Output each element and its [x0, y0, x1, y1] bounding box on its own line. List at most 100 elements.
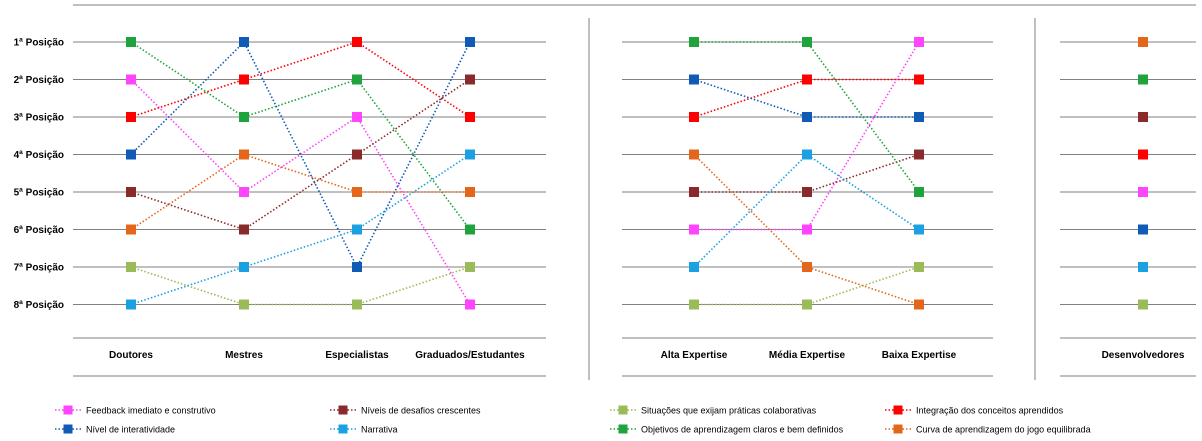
gridlines-panel-3 [1060, 41, 1196, 305]
series-integracao-dos-conceitos-aprendidos [689, 74, 924, 122]
data-point [239, 224, 249, 235]
x-tick-label-especialistas: Especialistas [325, 350, 389, 361]
series-line [130, 153, 470, 231]
data-point [465, 112, 475, 122]
series-line [693, 153, 920, 306]
data-point [352, 112, 362, 122]
series-nivel-de-interatividade [689, 74, 924, 122]
data-point [1138, 187, 1148, 197]
series-situacoes-que-exijam-praticas-colaborativas [689, 262, 924, 310]
legend-item-integracao-dos-conceitos-aprendidos: Integração dos conceitos aprendidos [885, 405, 1064, 416]
y-tick-labels: 1ª Posição 2ª Posição 3ª Posição 4ª Posição… [14, 38, 64, 312]
legend-marker [63, 405, 73, 415]
data-point [126, 74, 136, 85]
legend-marker [618, 424, 628, 434]
data-point [239, 149, 249, 160]
data-point [1138, 74, 1148, 85]
y-tick-label-6: 6ª Posição [14, 225, 64, 236]
series-niveis-de-desafios-crescentes [126, 74, 475, 235]
data-point [352, 224, 362, 235]
data-point [914, 112, 924, 122]
data-point [802, 224, 812, 235]
data-point [465, 74, 475, 85]
legend-label: Nível de interatividade [86, 425, 175, 435]
data-point [1138, 37, 1148, 47]
legend-label: Narrativa [361, 425, 398, 435]
data-point [802, 299, 812, 310]
legend-label: Curva de aprendizagem do jogo equilibrad… [916, 425, 1091, 435]
data-point [689, 187, 699, 197]
legend-marker [338, 424, 348, 434]
legend-item-niveis-de-desafios-crescentes: Níveis de desafios crescentes [330, 405, 481, 416]
data-point [689, 262, 699, 272]
data-point [1138, 112, 1148, 122]
legend-marker [893, 424, 903, 434]
series-situacoes-que-exijam-praticas-colaborativas [1138, 299, 1148, 310]
legend-marker [618, 405, 628, 415]
x-tick-label-alta-expertise: Alta Expertise [661, 350, 728, 361]
data-point [689, 37, 699, 47]
data-point [1138, 262, 1148, 272]
data-point [465, 299, 475, 310]
data-point [465, 262, 475, 272]
series-feedback-imediato-e-construtivo [689, 37, 924, 235]
y-tick-label-3: 3ª Posição [14, 113, 64, 124]
data-point [802, 74, 812, 85]
data-point [126, 112, 136, 122]
data-point [465, 187, 475, 197]
data-point [689, 149, 699, 160]
data-point [802, 262, 812, 272]
data-point [914, 74, 924, 85]
series-line [694, 266, 920, 306]
data-point [239, 299, 249, 310]
x-tick-label-baixa-expertise: Baixa Expertise [882, 350, 957, 361]
series-narrativa [126, 149, 475, 310]
data-point [239, 112, 249, 122]
legend-label: Objetivos de aprendizagem claros e bem d… [641, 425, 844, 435]
series-curva-de-aprendizagem-do-jogo-equilibrada [689, 149, 924, 310]
series-curva-de-aprendizagem-do-jogo-equilibrada [1138, 37, 1148, 47]
series-nivel-de-interatividade [126, 37, 475, 272]
series-feedback-imediato-e-construtivo [126, 74, 475, 310]
panel-1: Doutores Mestres Especialistas Graduados/Es… [109, 37, 525, 361]
data-point [689, 74, 699, 85]
data-point [239, 187, 249, 197]
legend-item-nivel-de-interatividade: Nível de interatividade [55, 424, 175, 435]
series-narrativa [689, 149, 924, 272]
legend: Feedback imediato e construtivo Níveis de… [55, 405, 1091, 435]
data-point [802, 37, 812, 47]
data-point [802, 187, 812, 197]
x-tick-label-media-expertise: Média Expertise [769, 350, 846, 361]
data-point [689, 224, 699, 235]
series-line [130, 41, 471, 230]
panel-3: Desenvolvedores [1102, 37, 1185, 361]
data-point [1138, 224, 1148, 235]
data-point [465, 149, 475, 160]
data-point [239, 37, 249, 47]
y-tick-label-8: 8ª Posição [14, 300, 64, 311]
data-point [352, 149, 362, 160]
legend-item-feedback-imediato-e-construtivo: Feedback imediato e construtivo [55, 405, 216, 416]
data-point [352, 299, 362, 310]
data-point [914, 299, 924, 310]
data-point [352, 262, 362, 272]
series-objetivos-de-aprendizagem-claros-e-bem-definidos [126, 37, 475, 235]
legend-label: Situações que exijam práticas colaborati… [641, 406, 817, 416]
data-point [1138, 149, 1148, 160]
legend-item-narrativa: Narrativa [330, 424, 398, 435]
legend-marker [338, 405, 348, 415]
y-tick-label-5: 5ª Posição [14, 188, 64, 199]
series-integracao-dos-conceitos-aprendidos [1138, 149, 1148, 160]
panel-2: Alta Expertise Média Expertise Baixa Exper… [661, 37, 957, 361]
legend-label: Níveis de desafios crescentes [361, 406, 481, 416]
series-nivel-de-interatividade [1138, 224, 1148, 235]
y-tick-label-1: 1ª Posição [14, 38, 64, 49]
legend-item-objetivos-de-aprendizagem-claros-e-bem-definidos: Objetivos de aprendizagem claros e bem d… [610, 424, 844, 435]
data-point [689, 299, 699, 310]
legend-item-situacoes-que-exijam-praticas-colaborativas: Situações que exijam práticas colaborati… [610, 405, 817, 416]
data-point [914, 37, 924, 47]
data-point [352, 74, 362, 85]
data-point [914, 262, 924, 272]
x-tick-label-graduados-estudantes: Graduados/Estudantes [415, 350, 525, 361]
